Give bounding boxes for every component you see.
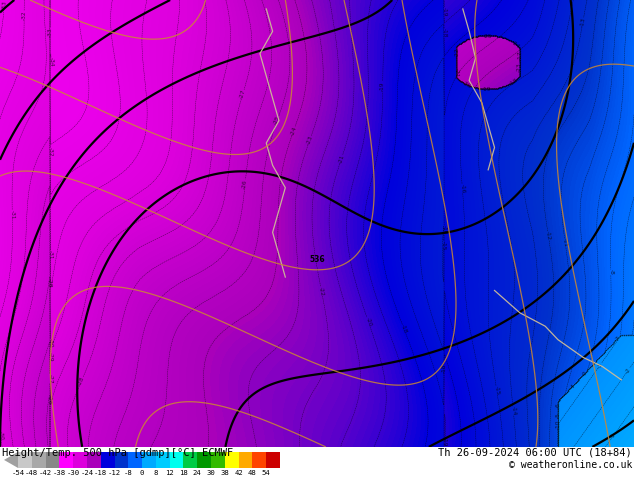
Text: -38: -38 (53, 470, 66, 476)
Bar (156, 452, 170, 468)
Text: -2: -2 (624, 367, 632, 374)
Text: -18: -18 (442, 363, 447, 373)
Text: -31: -31 (48, 250, 53, 259)
Text: 38: 38 (221, 470, 230, 476)
Text: -5: -5 (556, 412, 561, 418)
Text: -18: -18 (400, 323, 408, 334)
Text: -25: -25 (483, 34, 493, 39)
Text: 54: 54 (262, 470, 271, 476)
Text: -3: -3 (596, 362, 604, 369)
Text: -7: -7 (614, 335, 621, 342)
Bar (73, 452, 87, 468)
Text: -20: -20 (462, 80, 472, 89)
Bar (87, 452, 101, 468)
Text: -30: -30 (67, 470, 80, 476)
Text: -26: -26 (242, 179, 248, 189)
Text: -32: -32 (48, 147, 53, 157)
Text: -22: -22 (455, 47, 459, 57)
Text: -42: -42 (39, 470, 52, 476)
Text: -28: -28 (47, 278, 52, 288)
Bar (115, 452, 128, 468)
Text: © weatheronline.co.uk: © weatheronline.co.uk (508, 460, 632, 470)
Bar (183, 452, 197, 468)
Text: -15: -15 (441, 241, 446, 250)
Text: -19: -19 (442, 438, 447, 447)
Text: -16: -16 (460, 184, 465, 194)
Polygon shape (4, 452, 18, 468)
Bar (142, 452, 156, 468)
Text: -18: -18 (94, 470, 107, 476)
Text: -23: -23 (517, 62, 522, 72)
Text: 8: 8 (153, 470, 158, 476)
Text: -12: -12 (545, 231, 552, 241)
Text: -21: -21 (454, 68, 459, 78)
Text: -8: -8 (608, 270, 613, 275)
Text: -10: -10 (555, 420, 560, 429)
Text: -28: -28 (77, 376, 86, 387)
Text: -12: -12 (108, 470, 121, 476)
Text: 24: 24 (193, 470, 202, 476)
Bar (18, 452, 32, 468)
Text: 12: 12 (165, 470, 174, 476)
Bar (46, 452, 60, 468)
Text: -24: -24 (290, 125, 297, 136)
Text: -48: -48 (25, 470, 38, 476)
Text: -30: -30 (0, 430, 4, 440)
Text: 18: 18 (179, 470, 188, 476)
Text: -6: -6 (556, 403, 561, 409)
Text: -34: -34 (48, 56, 53, 66)
Text: -19: -19 (482, 87, 491, 92)
Text: -54: -54 (11, 470, 25, 476)
Bar (225, 452, 238, 468)
Text: -25: -25 (273, 115, 281, 125)
Text: -30: -30 (48, 338, 53, 348)
Text: Th 26-09-2024 06:00 UTC (18+84): Th 26-09-2024 06:00 UTC (18+84) (438, 448, 632, 458)
Text: -20: -20 (365, 317, 372, 327)
Bar (211, 452, 225, 468)
Text: 48: 48 (248, 470, 257, 476)
Text: -19: -19 (380, 81, 385, 91)
Text: -31: -31 (10, 210, 15, 220)
Text: -23: -23 (306, 135, 314, 146)
Bar (238, 452, 252, 468)
Text: -27: -27 (48, 374, 53, 383)
Text: 30: 30 (207, 470, 216, 476)
Text: -13: -13 (579, 17, 586, 27)
Bar (101, 452, 115, 468)
Text: -9: -9 (581, 370, 588, 378)
Bar (197, 452, 211, 468)
Bar (60, 452, 73, 468)
Text: -19: -19 (442, 7, 447, 17)
Text: -29: -29 (48, 352, 53, 362)
Text: Height/Temp. 500 hPa [gdmp][°C] ECMWF: Height/Temp. 500 hPa [gdmp][°C] ECMWF (2, 448, 233, 458)
Bar (266, 452, 280, 468)
Text: -18: -18 (508, 78, 519, 87)
Text: -15: -15 (493, 385, 500, 395)
Text: 42: 42 (234, 470, 243, 476)
Text: -24: -24 (510, 40, 521, 49)
Text: 0: 0 (140, 470, 145, 476)
Text: -22: -22 (318, 286, 325, 296)
Text: -24: -24 (81, 470, 93, 476)
Text: 536: 536 (309, 255, 325, 264)
Text: -33: -33 (1, 0, 7, 10)
Text: -21: -21 (337, 154, 345, 165)
Text: -27: -27 (239, 89, 247, 99)
Text: -32: -32 (22, 10, 27, 20)
Bar (252, 452, 266, 468)
Bar (128, 452, 142, 468)
Text: -8: -8 (124, 470, 133, 476)
Bar (32, 452, 46, 468)
Bar (170, 452, 183, 468)
Text: -18: -18 (442, 28, 447, 38)
Text: -16: -16 (441, 225, 446, 235)
Text: -33: -33 (48, 27, 53, 37)
Text: -26: -26 (47, 395, 52, 404)
Text: -17: -17 (518, 50, 523, 60)
Text: -11: -11 (562, 238, 568, 248)
Text: -4: -4 (569, 383, 577, 391)
Text: -14: -14 (510, 406, 516, 416)
Text: -1: -1 (609, 433, 617, 440)
